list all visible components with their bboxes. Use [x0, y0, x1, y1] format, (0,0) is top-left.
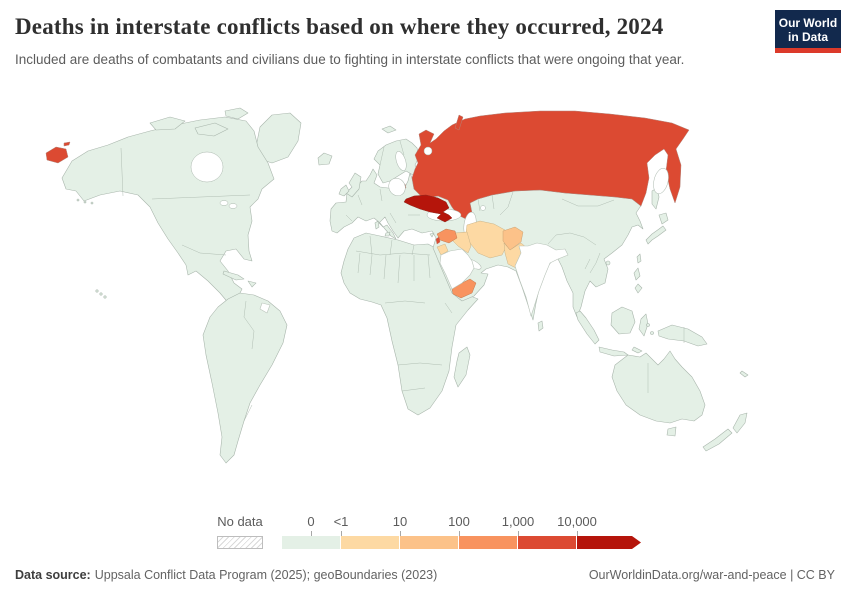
landmass-africa[interactable]: [340, 232, 479, 416]
hawaii-2[interactable]: [99, 292, 103, 296]
country-borders: [120, 140, 685, 422]
country-australia[interactable]: [611, 350, 706, 424]
country-taiwan[interactable]: [636, 253, 642, 264]
countries-bin-10000: [403, 194, 453, 223]
countries-bin-1000-small: [435, 236, 441, 245]
landmass-south-america[interactable]: [202, 292, 288, 464]
baltic-sea: [388, 177, 406, 197]
country-india[interactable]: [514, 242, 569, 317]
map-legend: No data 0 <1 10 100 1,000 10,000: [0, 512, 850, 554]
countries-no-data: [259, 242, 569, 317]
new-caledonia[interactable]: [739, 370, 749, 378]
borneo[interactable]: [610, 306, 636, 335]
legend-tick-10: 10: [392, 514, 408, 529]
country-ukraine[interactable]: [403, 194, 453, 223]
country-syria[interactable]: [436, 228, 458, 244]
tasmania[interactable]: [666, 426, 677, 437]
moluccas-2[interactable]: [650, 331, 654, 335]
country-iceland[interactable]: [317, 152, 333, 166]
sea-of-okhotsk: [653, 168, 669, 194]
country-yemen[interactable]: [451, 278, 477, 299]
country-lebanon[interactable]: [435, 236, 441, 245]
credit-line[interactable]: OurWorldinData.org/war-and-peace | CC BY: [588, 568, 835, 582]
mediterranean-islands[interactable]: [374, 220, 435, 238]
country-philippines[interactable]: [633, 267, 643, 294]
owid-logo-line2: in Data: [787, 30, 828, 45]
legend-tick-100: 100: [448, 514, 470, 529]
great-lakes: [219, 200, 229, 206]
legend-tick-0: 0: [307, 514, 315, 529]
legend-swatch-10000[interactable]: [577, 536, 641, 549]
hawaii-3[interactable]: [103, 295, 107, 299]
legend-tickmark: [577, 531, 578, 536]
country-russia[interactable]: [411, 110, 690, 221]
great-lakes-2: [228, 203, 238, 209]
territory-french-guiana[interactable]: [259, 302, 271, 314]
legend-tickmark: [341, 531, 342, 536]
legend-swatch-lt1[interactable]: [341, 536, 399, 549]
svalbard[interactable]: [381, 125, 397, 134]
page-title: Deaths in interstate conflicts based on …: [15, 14, 664, 39]
sumatra[interactable]: [575, 310, 600, 345]
country-ireland[interactable]: [338, 184, 350, 197]
legend-swatch-10[interactable]: [400, 536, 458, 549]
sulawesi[interactable]: [638, 313, 649, 337]
hainan[interactable]: [605, 260, 611, 266]
hudson-bay: [190, 151, 224, 183]
aleutians-2[interactable]: [83, 200, 87, 204]
new-guinea[interactable]: [657, 324, 708, 347]
legend-tickmark: [518, 531, 519, 536]
country-saudi-arabia[interactable]: [439, 248, 475, 290]
legend-no-data-swatch: [217, 536, 263, 549]
country-new-zealand[interactable]: [702, 412, 748, 452]
world-map: [0, 103, 850, 515]
country-united-kingdom[interactable]: [345, 172, 362, 198]
country-japan[interactable]: [645, 212, 669, 245]
legend-bar: 0 <1 10 100 1,000 10,000: [282, 512, 642, 554]
gulf-of-bothnia: [395, 151, 407, 171]
country-madagascar[interactable]: [453, 346, 471, 388]
hawaii-1[interactable]: [95, 289, 99, 293]
data-source-text: Uppsala Conflict Data Program (2025); ge…: [94, 568, 438, 582]
owid-logo-accent-bar: [775, 48, 841, 53]
legend-tickmark: [400, 531, 401, 536]
legend-swatch-1000[interactable]: [518, 536, 576, 549]
novaya-zemlya[interactable]: [454, 114, 464, 131]
legend-no-data-label: No data: [217, 514, 263, 529]
white-sea: [423, 146, 433, 156]
moluccas-1[interactable]: [646, 323, 650, 327]
owid-logo-line1: Our World: [778, 16, 838, 30]
page-subtitle: Included are deaths of combatants and ci…: [15, 52, 685, 67]
country-cuba[interactable]: [222, 270, 245, 281]
data-source: Data source: Uppsala Conflict Data Progra…: [15, 568, 437, 582]
country-hispaniola[interactable]: [247, 280, 257, 288]
aral-sea: [480, 205, 486, 211]
countries-bin-1000: [45, 110, 690, 221]
legend-tick-lt1: <1: [333, 514, 349, 529]
java[interactable]: [598, 346, 629, 357]
owid-logo[interactable]: Our World in Data: [775, 10, 841, 53]
legend-swatch-100[interactable]: [459, 536, 517, 549]
legend-tickmark: [459, 531, 460, 536]
country-afghanistan[interactable]: [502, 226, 524, 251]
legend-tick-10000: 10,000: [557, 514, 597, 529]
aleutians-1[interactable]: [76, 198, 80, 202]
data-source-label: Data source:: [15, 568, 91, 582]
country-jordan[interactable]: [436, 243, 449, 256]
aleutians-3[interactable]: [90, 201, 94, 205]
legend-tickmark: [311, 531, 312, 536]
countries-bin-10: [502, 226, 524, 251]
world-map-svg: [45, 107, 749, 464]
arctic-islands[interactable]: [149, 107, 249, 137]
legend-color-scale[interactable]: [282, 536, 641, 549]
countries-bin-100: [436, 228, 477, 299]
legend-swatch-zero[interactable]: [282, 536, 340, 549]
map-footer: Data source: Uppsala Conflict Data Progra…: [15, 568, 835, 582]
legend-tick-1000: 1,000: [501, 514, 535, 529]
timor[interactable]: [631, 346, 643, 354]
country-russia-chukotka-wrap[interactable]: [45, 141, 71, 164]
country-sri-lanka[interactable]: [537, 320, 544, 332]
